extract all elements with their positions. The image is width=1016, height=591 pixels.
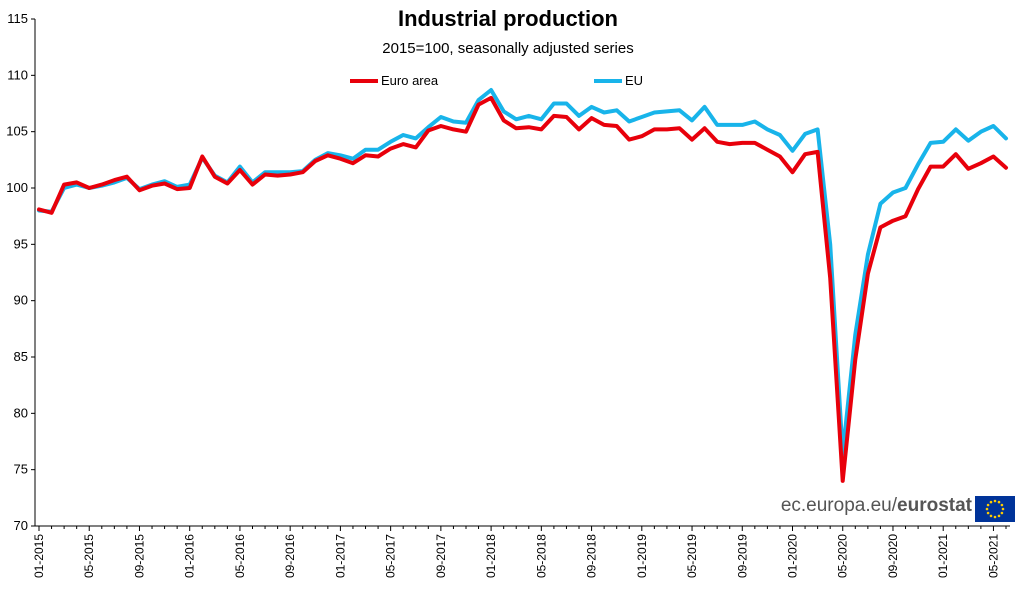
y-tick-label: 110 <box>7 67 28 82</box>
x-tick-label: 05-2019 <box>685 534 699 578</box>
eu-flag-star <box>1000 503 1004 507</box>
y-tick-label: 95 <box>14 236 28 251</box>
eu-flag-icon <box>975 496 1015 522</box>
eu-flag-star <box>989 500 993 504</box>
x-tick-label: 01-2021 <box>936 534 950 578</box>
legend-label-eu: EU <box>625 73 644 88</box>
x-tick-label: 01-2018 <box>484 534 498 578</box>
y-tick-label: 85 <box>14 349 28 364</box>
x-tick-label: 09-2016 <box>283 534 297 578</box>
eu-flag-star <box>993 515 997 519</box>
source-brand: eurostat <box>897 495 972 516</box>
x-tick-label: 01-2017 <box>333 534 347 578</box>
eu-flag-star <box>986 511 990 515</box>
x-tick-label: 09-2020 <box>886 534 900 578</box>
legend-item-eu: EU <box>594 73 643 88</box>
eu-flag-star <box>1001 507 1005 511</box>
eu-flag-star <box>989 514 993 518</box>
x-tick-label: 05-2017 <box>384 534 398 578</box>
x-tick-label: 05-2015 <box>82 534 96 578</box>
x-tick-label: 01-2020 <box>786 534 800 578</box>
eu-flag-stars <box>985 499 1005 519</box>
y-tick-label: 105 <box>6 124 28 139</box>
y-tick-label: 115 <box>7 11 28 26</box>
y-tick-label: 100 <box>6 180 28 195</box>
x-tick-label: 05-2021 <box>986 534 1000 578</box>
legend-swatch-euro-area <box>350 78 378 83</box>
eu-flag-star <box>1000 511 1004 515</box>
x-tick-label: 09-2018 <box>585 534 599 578</box>
source-attribution: ec.europa.eu/eurostat <box>781 495 972 517</box>
legend-swatch-eu <box>594 78 622 83</box>
x-tick-label: 09-2015 <box>132 534 146 578</box>
x-tick-label: 01-2019 <box>635 534 649 578</box>
eu-flag-star <box>985 507 989 511</box>
x-tick-label: 05-2016 <box>233 534 247 578</box>
x-tick-label: 01-2015 <box>32 534 46 578</box>
chart-title: Industrial production <box>398 6 618 31</box>
series-line-eu <box>37 88 1008 456</box>
y-tick-label: 80 <box>14 405 28 420</box>
y-tick-label: 75 <box>14 462 28 477</box>
series-line-euro-area <box>37 95 1008 483</box>
x-tick-label: 09-2019 <box>735 534 749 578</box>
x-tick-label: 05-2018 <box>534 534 548 578</box>
eu-flag-star <box>997 514 1001 518</box>
chart-subtitle: 2015=100, seasonally adjusted series <box>382 40 634 57</box>
legend-item-euro-area: Euro area <box>350 73 438 88</box>
legend-label-euro-area: Euro area <box>381 73 439 88</box>
x-tick-label: 01-2016 <box>183 534 197 578</box>
eu-flag-star <box>993 499 997 503</box>
eu-flag-star <box>986 503 990 507</box>
y-tick-label: 70 <box>14 518 28 533</box>
eu-flag-star <box>997 500 1001 504</box>
source-prefix: ec.europa.eu/ <box>780 495 898 516</box>
y-tick-label: 90 <box>14 293 28 308</box>
x-tick-label: 05-2020 <box>836 534 850 578</box>
x-tick-label: 09-2017 <box>434 534 448 578</box>
